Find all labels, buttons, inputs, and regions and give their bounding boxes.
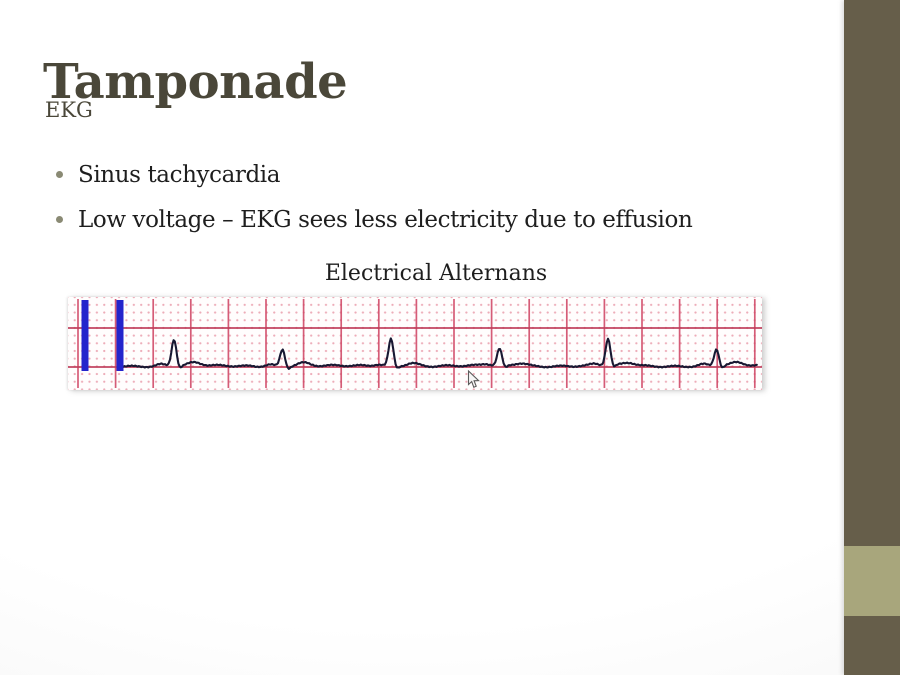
bullet-item: Sinus tachycardia: [52, 160, 692, 190]
slide-subtitle: EKG: [45, 98, 93, 122]
ekg-strip: [68, 297, 762, 390]
bullet-item: Low voltage – EKG sees less electricity …: [52, 205, 693, 235]
ekg-trace-svg: [68, 299, 762, 388]
bullet-dot-icon: [56, 171, 63, 178]
sidebar-accent-square: [844, 546, 900, 616]
bullet-text: Low voltage – EKG sees less electricity …: [78, 207, 693, 233]
cursor-icon: [467, 370, 480, 389]
slide-title: Tamponade: [43, 54, 348, 111]
bullet-list: Sinus tachycardia Low voltage – EKG sees…: [52, 160, 693, 250]
bullet-text: Sinus tachycardia: [78, 162, 281, 188]
sidebar-band: [844, 0, 900, 675]
figure-caption: Electrical Alternans: [324, 261, 548, 286]
bullet-dot-icon: [56, 216, 63, 223]
